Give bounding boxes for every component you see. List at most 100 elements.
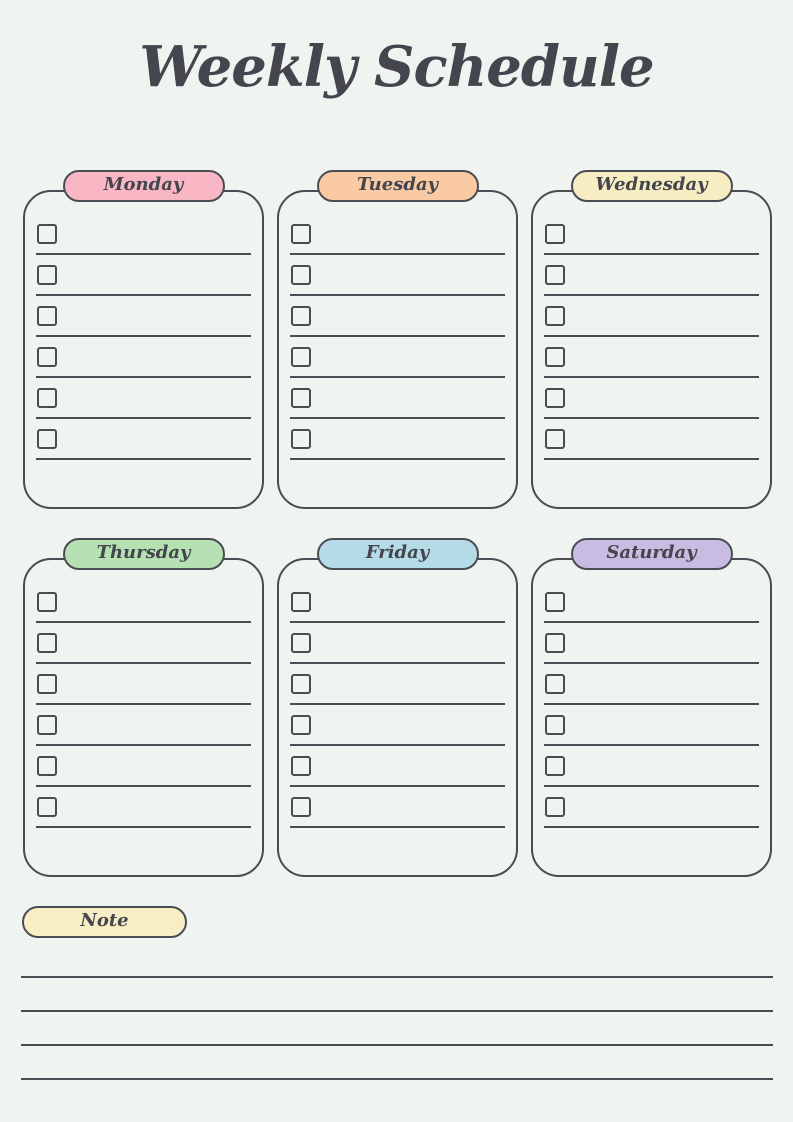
- task-entry-line[interactable]: [290, 378, 505, 419]
- task-checkbox[interactable]: [545, 224, 565, 244]
- task-checkbox[interactable]: [291, 306, 311, 326]
- task-list: [25, 192, 262, 460]
- task-entry-line[interactable]: [36, 214, 251, 255]
- note-entry-line[interactable]: [21, 944, 773, 978]
- task-checkbox[interactable]: [37, 592, 57, 612]
- task-checkbox[interactable]: [37, 388, 57, 408]
- task-checkbox[interactable]: [545, 674, 565, 694]
- task-checkbox[interactable]: [291, 347, 311, 367]
- day-label: Monday: [103, 174, 184, 195]
- day-card-panel: [277, 558, 518, 877]
- note-entry-line[interactable]: [21, 978, 773, 1012]
- task-entry-line[interactable]: [544, 582, 759, 623]
- task-entry-line[interactable]: [36, 664, 251, 705]
- task-entry-line[interactable]: [290, 746, 505, 787]
- page-title: Weekly Schedule: [139, 34, 654, 100]
- task-checkbox[interactable]: [291, 674, 311, 694]
- task-checkbox[interactable]: [37, 347, 57, 367]
- task-checkbox[interactable]: [291, 715, 311, 735]
- task-entry-line[interactable]: [290, 582, 505, 623]
- task-entry-line[interactable]: [544, 296, 759, 337]
- task-checkbox[interactable]: [37, 306, 57, 326]
- task-entry-line[interactable]: [544, 664, 759, 705]
- day-card: Wednesday: [531, 170, 772, 509]
- task-checkbox[interactable]: [291, 633, 311, 653]
- task-entry-line[interactable]: [544, 255, 759, 296]
- task-entry-line[interactable]: [36, 337, 251, 378]
- task-entry-line[interactable]: [544, 214, 759, 255]
- task-checkbox[interactable]: [291, 797, 311, 817]
- day-label: Friday: [365, 542, 430, 563]
- task-list: [279, 560, 516, 828]
- task-entry-line[interactable]: [36, 378, 251, 419]
- task-entry-line[interactable]: [544, 787, 759, 828]
- task-entry-line[interactable]: [36, 787, 251, 828]
- task-checkbox[interactable]: [37, 265, 57, 285]
- task-entry-line[interactable]: [36, 705, 251, 746]
- task-checkbox[interactable]: [291, 265, 311, 285]
- task-checkbox[interactable]: [545, 347, 565, 367]
- task-entry-line[interactable]: [290, 664, 505, 705]
- task-entry-line[interactable]: [36, 296, 251, 337]
- task-entry-line[interactable]: [544, 419, 759, 460]
- note-lines-area: [21, 944, 773, 1080]
- note-label: Note: [80, 910, 129, 931]
- task-entry-line[interactable]: [544, 623, 759, 664]
- task-entry-line[interactable]: [290, 705, 505, 746]
- day-header-pill: Saturday: [570, 538, 733, 570]
- task-entry-line[interactable]: [290, 623, 505, 664]
- day-header-pill: Thursday: [62, 538, 225, 570]
- task-checkbox[interactable]: [545, 633, 565, 653]
- task-checkbox[interactable]: [37, 797, 57, 817]
- task-entry-line[interactable]: [544, 746, 759, 787]
- task-entry-line[interactable]: [36, 582, 251, 623]
- task-entry-line[interactable]: [36, 419, 251, 460]
- task-checkbox[interactable]: [545, 306, 565, 326]
- task-entry-line[interactable]: [290, 255, 505, 296]
- day-label: Tuesday: [356, 174, 439, 195]
- task-checkbox[interactable]: [291, 429, 311, 449]
- task-entry-line[interactable]: [36, 623, 251, 664]
- task-checkbox[interactable]: [37, 633, 57, 653]
- task-checkbox[interactable]: [545, 265, 565, 285]
- task-checkbox[interactable]: [545, 388, 565, 408]
- day-header-pill: Wednesday: [570, 170, 733, 202]
- task-checkbox[interactable]: [545, 756, 565, 776]
- task-checkbox[interactable]: [291, 592, 311, 612]
- task-entry-line[interactable]: [290, 214, 505, 255]
- task-list: [533, 560, 770, 828]
- task-checkbox[interactable]: [37, 224, 57, 244]
- task-entry-line[interactable]: [290, 419, 505, 460]
- task-checkbox[interactable]: [291, 756, 311, 776]
- task-entry-line[interactable]: [36, 255, 251, 296]
- task-entry-line[interactable]: [544, 337, 759, 378]
- task-checkbox[interactable]: [37, 674, 57, 694]
- task-checkbox[interactable]: [545, 429, 565, 449]
- note-entry-line[interactable]: [21, 1012, 773, 1046]
- task-checkbox[interactable]: [545, 715, 565, 735]
- task-checkbox[interactable]: [545, 797, 565, 817]
- day-card-panel: [277, 190, 518, 509]
- task-entry-line[interactable]: [290, 337, 505, 378]
- task-checkbox[interactable]: [291, 224, 311, 244]
- day-card-panel: [23, 558, 264, 877]
- task-checkbox[interactable]: [545, 592, 565, 612]
- day-card: Monday: [23, 170, 264, 509]
- task-entry-line[interactable]: [544, 705, 759, 746]
- task-list: [533, 192, 770, 460]
- task-entry-line[interactable]: [290, 787, 505, 828]
- task-checkbox[interactable]: [291, 388, 311, 408]
- day-card-panel: [531, 190, 772, 509]
- task-checkbox[interactable]: [37, 429, 57, 449]
- task-entry-line[interactable]: [36, 746, 251, 787]
- day-card: Friday: [277, 538, 518, 877]
- task-list: [25, 560, 262, 828]
- task-checkbox[interactable]: [37, 756, 57, 776]
- note-header-pill: Note: [22, 906, 187, 938]
- task-entry-line[interactable]: [544, 378, 759, 419]
- day-header-pill: Monday: [62, 170, 225, 202]
- task-checkbox[interactable]: [37, 715, 57, 735]
- task-entry-line[interactable]: [290, 296, 505, 337]
- note-entry-line[interactable]: [21, 1046, 773, 1080]
